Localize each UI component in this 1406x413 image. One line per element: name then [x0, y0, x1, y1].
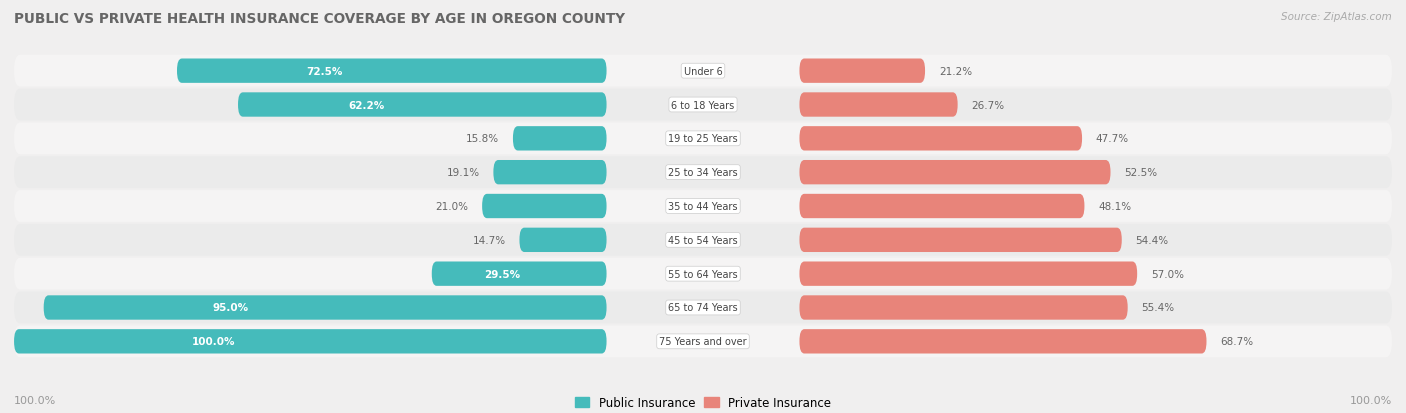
Text: 21.2%: 21.2%: [939, 66, 972, 76]
Text: 57.0%: 57.0%: [1152, 269, 1184, 279]
FancyBboxPatch shape: [14, 292, 1392, 324]
FancyBboxPatch shape: [14, 157, 1392, 189]
Text: 65 to 74 Years: 65 to 74 Years: [668, 303, 738, 313]
FancyBboxPatch shape: [238, 93, 606, 117]
Legend: Public Insurance, Private Insurance: Public Insurance, Private Insurance: [571, 392, 835, 413]
FancyBboxPatch shape: [800, 329, 1206, 354]
FancyBboxPatch shape: [482, 195, 606, 218]
Text: 72.5%: 72.5%: [307, 66, 342, 76]
Text: 54.4%: 54.4%: [1136, 235, 1168, 245]
Text: 35 to 44 Years: 35 to 44 Years: [668, 202, 738, 211]
Text: 62.2%: 62.2%: [349, 100, 385, 110]
FancyBboxPatch shape: [494, 161, 606, 185]
Text: 100.0%: 100.0%: [1350, 395, 1392, 405]
Text: 48.1%: 48.1%: [1098, 202, 1132, 211]
FancyBboxPatch shape: [800, 195, 1084, 218]
Text: 19.1%: 19.1%: [447, 168, 479, 178]
FancyBboxPatch shape: [14, 89, 1392, 121]
FancyBboxPatch shape: [519, 228, 606, 252]
FancyBboxPatch shape: [177, 59, 606, 84]
Text: 75 Years and over: 75 Years and over: [659, 337, 747, 347]
Text: PUBLIC VS PRIVATE HEALTH INSURANCE COVERAGE BY AGE IN OREGON COUNTY: PUBLIC VS PRIVATE HEALTH INSURANCE COVER…: [14, 12, 626, 26]
Text: 19 to 25 Years: 19 to 25 Years: [668, 134, 738, 144]
FancyBboxPatch shape: [800, 161, 1111, 185]
Text: 15.8%: 15.8%: [465, 134, 499, 144]
FancyBboxPatch shape: [800, 93, 957, 117]
FancyBboxPatch shape: [14, 329, 606, 354]
Text: 29.5%: 29.5%: [484, 269, 520, 279]
Text: 45 to 54 Years: 45 to 54 Years: [668, 235, 738, 245]
Text: 25 to 34 Years: 25 to 34 Years: [668, 168, 738, 178]
Text: 100.0%: 100.0%: [191, 337, 235, 347]
FancyBboxPatch shape: [800, 59, 925, 84]
FancyBboxPatch shape: [14, 258, 1392, 290]
Text: Under 6: Under 6: [683, 66, 723, 76]
FancyBboxPatch shape: [14, 325, 1392, 357]
FancyBboxPatch shape: [14, 224, 1392, 256]
Text: 55.4%: 55.4%: [1142, 303, 1174, 313]
FancyBboxPatch shape: [14, 191, 1392, 222]
Text: 68.7%: 68.7%: [1220, 337, 1253, 347]
Text: 26.7%: 26.7%: [972, 100, 1004, 110]
FancyBboxPatch shape: [14, 56, 1392, 88]
FancyBboxPatch shape: [432, 262, 606, 286]
Text: 6 to 18 Years: 6 to 18 Years: [672, 100, 734, 110]
Text: 100.0%: 100.0%: [14, 395, 56, 405]
Text: 52.5%: 52.5%: [1125, 168, 1157, 178]
Text: 95.0%: 95.0%: [212, 303, 249, 313]
FancyBboxPatch shape: [44, 296, 606, 320]
Text: 21.0%: 21.0%: [436, 202, 468, 211]
FancyBboxPatch shape: [513, 127, 606, 151]
Text: 47.7%: 47.7%: [1095, 134, 1129, 144]
FancyBboxPatch shape: [800, 228, 1122, 252]
FancyBboxPatch shape: [800, 262, 1137, 286]
FancyBboxPatch shape: [800, 296, 1128, 320]
FancyBboxPatch shape: [800, 127, 1083, 151]
Text: Source: ZipAtlas.com: Source: ZipAtlas.com: [1281, 12, 1392, 22]
Text: 55 to 64 Years: 55 to 64 Years: [668, 269, 738, 279]
FancyBboxPatch shape: [14, 123, 1392, 155]
Text: 14.7%: 14.7%: [472, 235, 506, 245]
